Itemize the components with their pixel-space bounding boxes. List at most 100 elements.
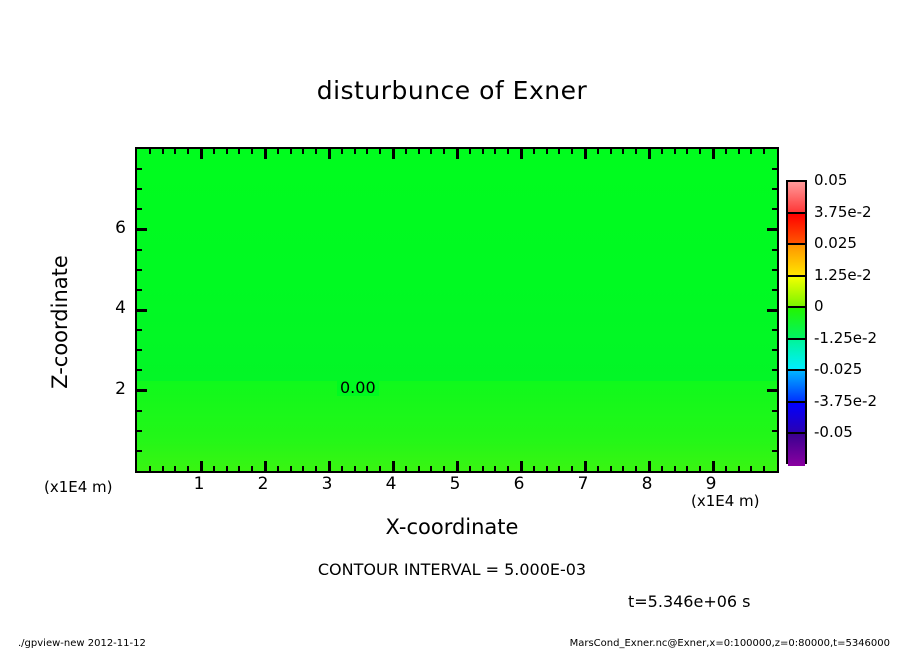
- x-minor-tick: [404, 466, 407, 471]
- x-minor-tick: [686, 466, 689, 471]
- x-minor-tick: [635, 466, 638, 471]
- y-minor-tick: [137, 409, 142, 412]
- x-minor-tick: [481, 466, 484, 471]
- x-minor-tick-top: [289, 149, 292, 154]
- x-minor-tick: [212, 466, 215, 471]
- x-minor-tick: [443, 466, 446, 471]
- x-minor-tick-top: [225, 149, 228, 154]
- x-major-tick-top: [327, 149, 331, 159]
- x-major-tick: [647, 461, 651, 471]
- x-axis-title: X-coordinate: [385, 515, 519, 539]
- y-major-tick-right: [767, 228, 777, 231]
- x-minor-tick-top: [379, 149, 382, 154]
- y-minor-tick: [137, 188, 142, 191]
- x-minor-tick: [571, 466, 574, 471]
- x-minor-tick-top: [238, 149, 241, 154]
- x-minor-tick: [238, 466, 241, 471]
- y-minor-tick-right: [772, 288, 777, 291]
- time-annotation: t=5.346e+06 s: [628, 592, 751, 611]
- x-tick-label: 6: [513, 474, 525, 494]
- x-minor-tick: [353, 466, 356, 471]
- colorbar-tick-label: 3.75e-2: [814, 202, 872, 221]
- x-minor-tick: [148, 466, 151, 471]
- x-major-tick: [519, 461, 523, 471]
- y-minor-tick-right: [772, 409, 777, 412]
- x-tick-label: 2: [257, 474, 269, 494]
- x-minor-tick-top: [417, 149, 420, 154]
- colorbar-band-green: [788, 308, 805, 340]
- y-tick-label: 6: [115, 217, 126, 238]
- y-minor-tick-right: [772, 168, 777, 171]
- colorbar-band-red-orange: [788, 213, 805, 246]
- x-minor-tick-top: [302, 149, 305, 154]
- colorbar-band-blue: [788, 402, 805, 435]
- field-upper-layer: [137, 149, 777, 381]
- x-minor-tick-top: [622, 149, 625, 154]
- x-major-tick-top: [711, 149, 715, 159]
- y-minor-tick-right: [772, 369, 777, 372]
- x-tick-label: 4: [385, 474, 397, 494]
- y-major-tick: [137, 228, 147, 231]
- x-minor-tick-top: [750, 149, 753, 154]
- x-tick-label: 9: [705, 474, 717, 494]
- x-minor-tick-top: [596, 149, 599, 154]
- x-minor-tick-top: [686, 149, 689, 154]
- x-minor-tick: [699, 466, 702, 471]
- x-minor-tick: [187, 466, 190, 471]
- colorbar: [786, 180, 807, 466]
- x-minor-tick-top: [724, 149, 727, 154]
- x-major-tick: [583, 461, 587, 471]
- x-minor-tick: [673, 466, 676, 471]
- y-axis-title: Z-coordinate: [48, 255, 72, 389]
- x-minor-tick: [609, 466, 612, 471]
- x-major-tick: [327, 461, 331, 471]
- x-minor-tick-top: [187, 149, 190, 154]
- x-minor-tick-top: [161, 149, 164, 154]
- x-minor-tick-top: [532, 149, 535, 154]
- x-minor-tick: [379, 466, 382, 471]
- x-major-tick-top: [519, 149, 523, 159]
- y-tick-label: 2: [115, 378, 126, 399]
- x-minor-tick-top: [545, 149, 548, 154]
- x-tick-label: 1: [193, 474, 205, 494]
- x-minor-tick-top: [507, 149, 510, 154]
- x-tick-label: 3: [321, 474, 333, 494]
- x-minor-tick-top: [737, 149, 740, 154]
- y-minor-tick-right: [772, 349, 777, 352]
- x-minor-tick-top: [366, 149, 369, 154]
- x-minor-tick-top: [276, 149, 279, 154]
- x-minor-tick: [545, 466, 548, 471]
- y-minor-tick: [137, 168, 142, 171]
- x-minor-tick-top: [148, 149, 151, 154]
- x-minor-tick: [161, 466, 164, 471]
- x-axis-unit-label: (x1E4 m): [691, 492, 760, 510]
- x-minor-tick: [302, 466, 305, 471]
- x-tick-label: 8: [641, 474, 653, 494]
- x-minor-tick: [724, 466, 727, 471]
- x-tick-label: 7: [577, 474, 589, 494]
- x-minor-tick: [763, 466, 766, 471]
- y-minor-tick: [137, 208, 142, 211]
- x-minor-tick-top: [494, 149, 497, 154]
- x-minor-tick-top: [251, 149, 254, 154]
- x-minor-tick-top: [699, 149, 702, 154]
- x-major-tick-top: [647, 149, 651, 159]
- footer-source: MarsCond_Exner.nc@Exner,x=0:100000,z=0:8…: [569, 638, 890, 649]
- y-major-tick-right: [767, 308, 777, 312]
- x-minor-tick-top: [571, 149, 574, 154]
- x-minor-tick-top: [763, 149, 766, 154]
- x-minor-tick: [558, 466, 561, 471]
- x-minor-tick: [468, 466, 471, 471]
- x-minor-tick: [494, 466, 497, 471]
- x-minor-tick: [366, 466, 369, 471]
- y-minor-tick: [137, 329, 142, 332]
- x-major-tick-top: [455, 149, 459, 159]
- x-minor-tick-top: [353, 149, 356, 154]
- page-title: disturbunce of Exner: [316, 76, 588, 105]
- y-minor-tick-right: [772, 208, 777, 211]
- x-major-tick: [455, 461, 459, 471]
- x-minor-tick-top: [468, 149, 471, 154]
- colorbar-tick-label: -1.25e-2: [814, 328, 877, 347]
- x-minor-tick: [251, 466, 254, 471]
- colorbar-band-green-cyan: [788, 339, 805, 372]
